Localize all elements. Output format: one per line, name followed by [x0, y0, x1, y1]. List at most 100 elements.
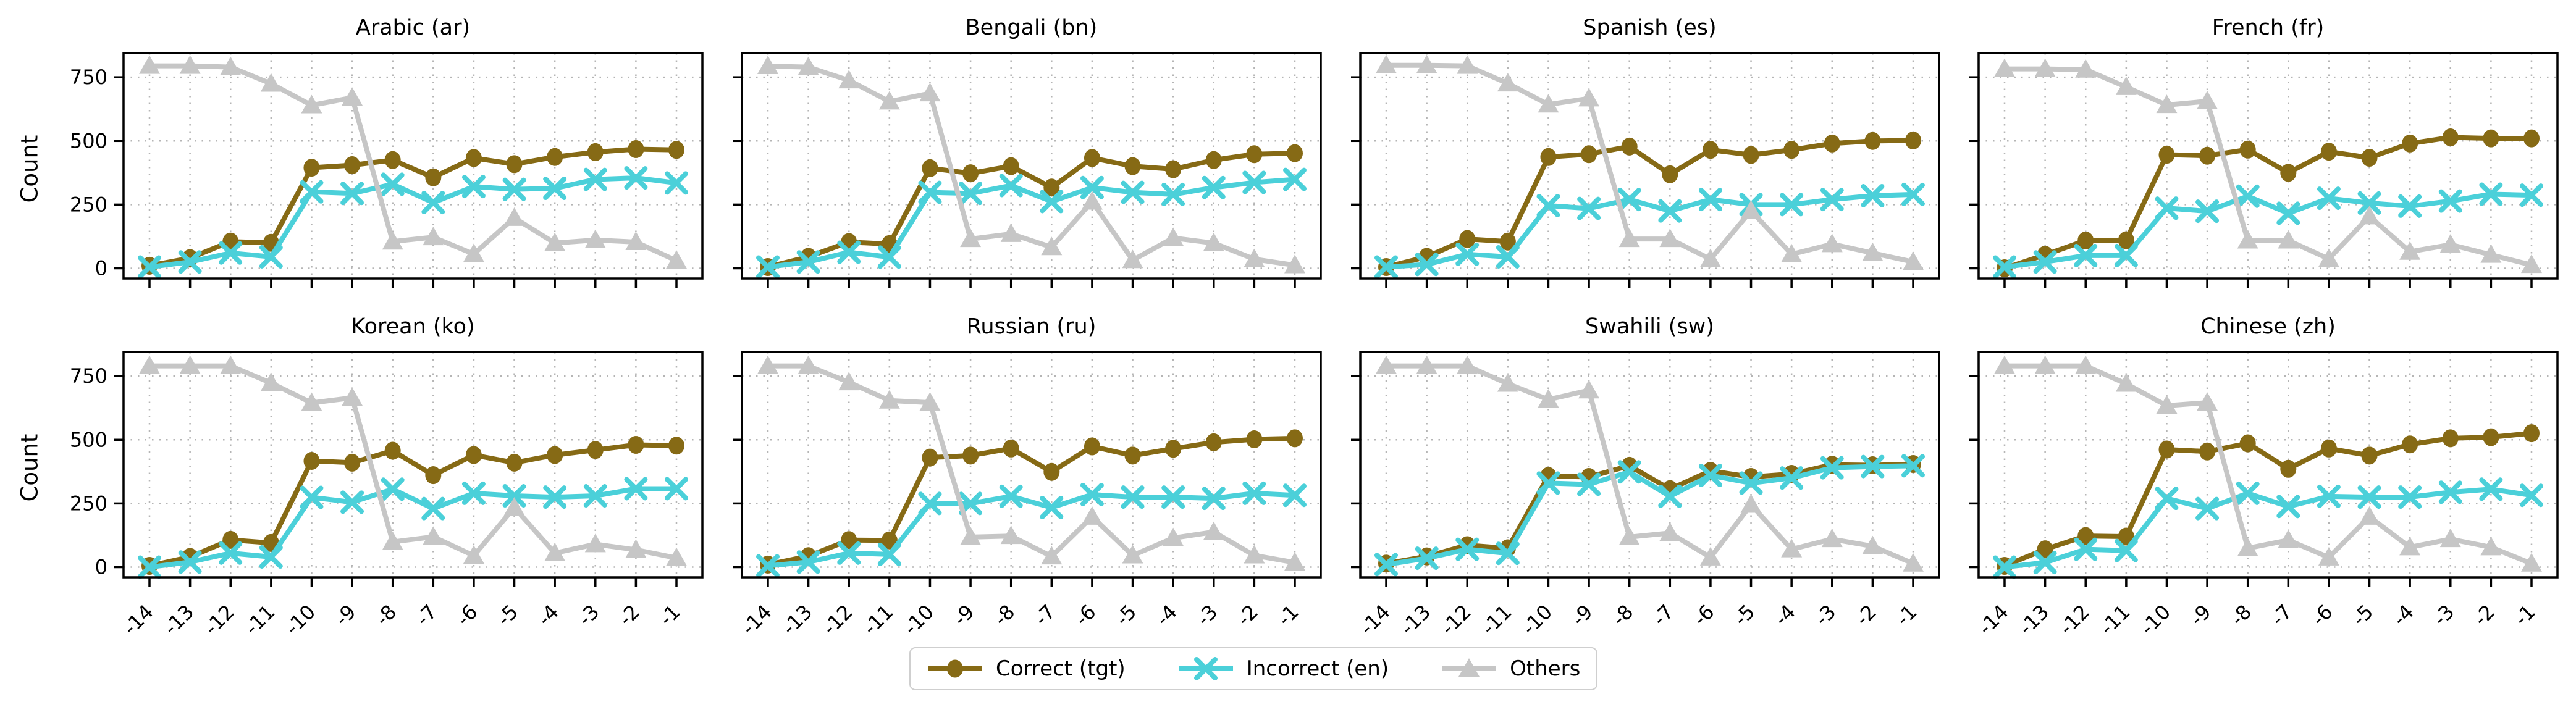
correct-tgt-marker	[2361, 446, 2378, 465]
incorrect-en-marker	[2276, 201, 2300, 225]
others-marker	[2480, 537, 2502, 556]
others-marker	[342, 387, 363, 406]
incorrect-en-marker	[381, 477, 405, 501]
correct-tgt-marker	[1702, 141, 1719, 159]
legend-item-others: Others	[1441, 656, 1580, 682]
incorrect-en-marker	[2479, 182, 2503, 206]
incorrect-en-marker	[1577, 196, 1601, 220]
incorrect-en-marker	[2438, 480, 2462, 504]
incorrect-en-marker	[1242, 170, 1266, 194]
others-marker	[1618, 228, 1640, 248]
correct-tgt-marker	[2077, 232, 2094, 250]
x-tick-label: -8	[1607, 600, 1638, 630]
subplot-title: Korean (ko)	[351, 314, 474, 339]
incorrect-en-marker	[2195, 496, 2220, 521]
line-incorrect-en	[1384, 463, 1916, 567]
correct-tgt-marker	[384, 151, 401, 169]
others-marker	[1618, 526, 1640, 545]
x-tick-label: -13	[1395, 600, 1435, 640]
x-tick-label: -9	[2185, 600, 2215, 630]
correct-tgt-marker	[2158, 146, 2175, 164]
correct-tgt-marker	[628, 140, 644, 158]
incorrect-en-marker	[1080, 482, 1104, 506]
others-marker	[838, 372, 860, 391]
incorrect-en-marker	[1242, 481, 1266, 505]
others-marker	[2521, 254, 2542, 274]
plot-frame	[1977, 351, 2559, 579]
others-marker	[666, 250, 687, 269]
correct-tgt-marker	[881, 531, 898, 550]
correct-tgt-marker	[344, 453, 361, 472]
others-marker	[1994, 355, 2015, 374]
others-marker	[2115, 76, 2137, 95]
others-marker	[1497, 73, 1518, 92]
x-tick-label: -10	[1517, 600, 1557, 640]
x-tick-label: -5	[1111, 600, 1141, 630]
x-tick-label: -10	[2136, 600, 2175, 640]
incorrect-en-marker	[259, 245, 283, 269]
others-marker	[2318, 248, 2339, 267]
incorrect-en-marker	[2438, 189, 2462, 213]
incorrect-en-marker	[1496, 245, 1520, 269]
incorrect-en-marker	[837, 240, 861, 264]
x-tick-label: -7	[1648, 600, 1678, 630]
correct-tgt-marker	[1084, 437, 1100, 456]
incorrect-en-marker	[1861, 454, 1885, 479]
incorrect-en-marker	[461, 175, 486, 199]
x-tick-label: -14	[119, 600, 158, 640]
correct-tgt-marker	[425, 168, 442, 186]
line-incorrect-en	[2002, 191, 2534, 270]
x-tick-label: -2	[614, 600, 644, 630]
others-marker	[1862, 535, 1884, 554]
correct-tgt-marker	[465, 149, 482, 167]
correct-tgt-marker	[1783, 141, 1800, 159]
incorrect-en-marker	[2155, 487, 2179, 511]
others-marker	[2359, 206, 2380, 225]
x-tick-label: -3	[573, 600, 604, 630]
subplot-bengali-bn: Bengali (bn)	[733, 15, 1322, 288]
x-tick-label: -14	[737, 600, 777, 640]
incorrect-en-marker	[1040, 190, 1064, 214]
correct-tgt-marker	[547, 148, 563, 166]
correct-tgt-marker	[1003, 439, 1019, 458]
others-marker	[1041, 546, 1063, 565]
others-marker	[1122, 545, 1143, 564]
others-marker	[1862, 242, 1884, 261]
plot-frame	[1977, 52, 2559, 280]
others-marker	[1740, 494, 1762, 513]
incorrect-en-marker	[999, 484, 1023, 508]
others-marker	[1284, 254, 1305, 274]
incorrect-en-marker	[381, 172, 405, 196]
others-legend-marker	[1458, 658, 1480, 677]
x-tick-label: -5	[2347, 600, 2378, 630]
others-marker	[382, 531, 403, 550]
others-marker	[1659, 522, 1681, 541]
x-tick-label: -11	[859, 600, 898, 640]
y-tick-label: 250	[70, 193, 107, 216]
others-marker	[260, 372, 282, 391]
subplot-title: Arabic (ar)	[356, 15, 470, 40]
others-marker	[838, 70, 860, 89]
incorrect-en-marker	[1040, 495, 1064, 519]
correct-tgt-marker	[2320, 143, 2337, 161]
x-tick-label: -4	[2388, 600, 2418, 630]
correct-tgt-marker	[2118, 231, 2134, 249]
incorrect-en-marker	[1658, 484, 1682, 508]
others-marker	[2197, 90, 2218, 109]
correct-tgt-marker	[2280, 164, 2297, 182]
correct-tgt-marker	[425, 466, 442, 485]
correct-tgt-marker	[2442, 128, 2459, 147]
correct-tgt-marker	[384, 441, 401, 460]
incorrect-en-marker	[138, 255, 161, 279]
others-marker	[584, 229, 606, 248]
others-marker	[1578, 88, 1600, 107]
correct-tgt-marker	[1864, 132, 1881, 150]
correct-tgt-marker	[506, 155, 523, 174]
others-marker	[139, 355, 160, 374]
line-incorrect-en	[2002, 487, 2534, 570]
x-tick-label: -10	[280, 600, 320, 640]
others-marker	[179, 355, 201, 374]
subplot-chinese-zh: Chinese (zh)-14 -13 -12 -11 -10 -9 -8 -7 -6 -5 -4-…	[1969, 314, 2559, 640]
others-marker	[1203, 521, 1224, 540]
